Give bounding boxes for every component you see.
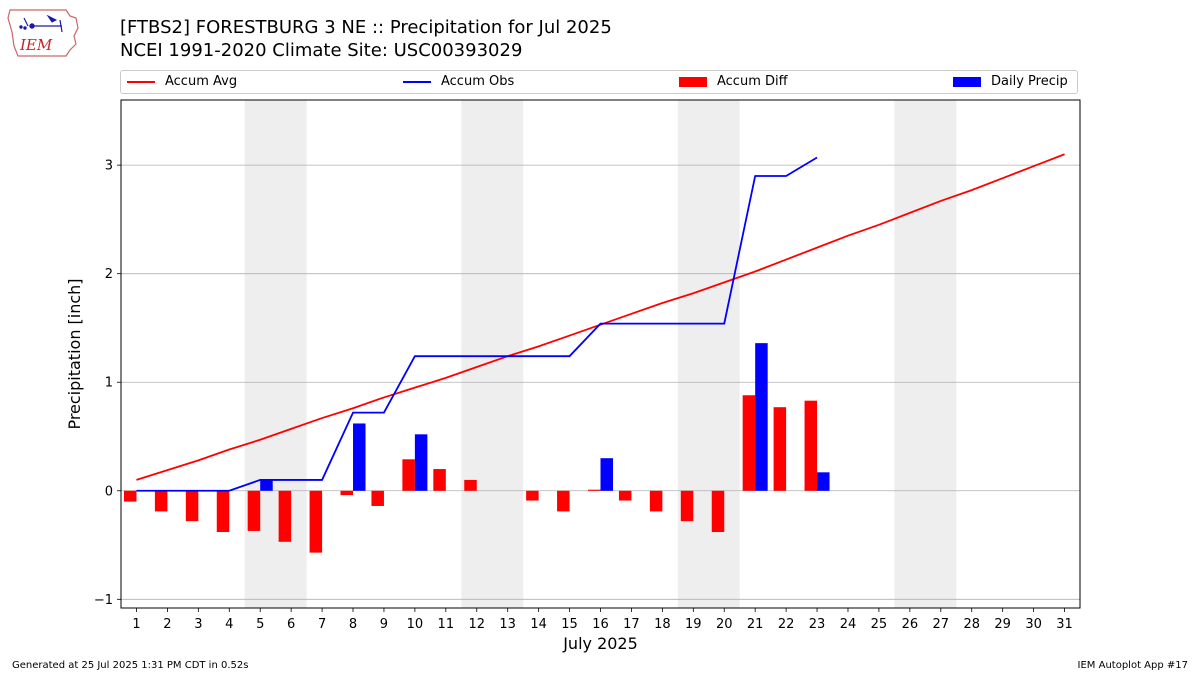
x-tick-label: 13 bbox=[499, 617, 516, 632]
weekend-band-1 bbox=[244, 100, 307, 608]
daily-precip-bar-day-10 bbox=[414, 434, 428, 491]
accum-diff-bar-day-1 bbox=[123, 490, 137, 502]
footer-generated-text: Generated at 25 Jul 2025 1:31 PM CDT in … bbox=[12, 660, 249, 671]
y-tick-label: 1 bbox=[105, 376, 113, 391]
accum-diff-bar-day-6 bbox=[278, 490, 292, 542]
legend-item-accum-diff: Accum Diff bbox=[679, 74, 788, 89]
legend-swatch-daily-precip bbox=[953, 76, 981, 87]
weather-station-icon bbox=[19, 14, 63, 33]
y-tick-label: 0 bbox=[105, 484, 113, 499]
iem-logo: IEM bbox=[7, 9, 79, 57]
x-tick-label: 8 bbox=[349, 617, 357, 632]
accum-diff-bar-day-8 bbox=[340, 490, 354, 496]
accum-diff-bar-day-5 bbox=[247, 490, 261, 531]
legend-label-accum-diff: Accum Diff bbox=[717, 74, 788, 89]
legend-label-accum-avg: Accum Avg bbox=[165, 74, 238, 89]
legend-swatch-accum-avg bbox=[127, 80, 155, 83]
x-tick-label: 1 bbox=[132, 617, 140, 632]
x-tick-label: 31 bbox=[1056, 617, 1073, 632]
chart-title: [FTBS2] FORESTBURG 3 NE :: Precipitation… bbox=[120, 17, 612, 38]
x-tick-label: 24 bbox=[840, 617, 857, 632]
x-tick-label: 11 bbox=[438, 617, 455, 632]
weekend-band-3 bbox=[677, 100, 740, 608]
daily-precip-bar-day-5 bbox=[260, 479, 273, 491]
accum-diff-bar-day-22 bbox=[773, 407, 787, 491]
accum-diff-bar-day-9 bbox=[371, 490, 384, 506]
x-tick-label: 7 bbox=[318, 617, 326, 632]
x-tick-label: 3 bbox=[194, 617, 202, 632]
x-tick-label: 28 bbox=[963, 617, 980, 632]
chart-subtitle: NCEI 1991-2020 Climate Site: USC00393029 bbox=[120, 40, 523, 61]
x-tick-label: 22 bbox=[778, 617, 795, 632]
legend-swatch-accum-diff bbox=[679, 76, 707, 87]
daily-precip-bar-day-21 bbox=[755, 343, 768, 491]
x-tick-label: 4 bbox=[225, 617, 233, 632]
x-tick-label: 26 bbox=[902, 617, 919, 632]
x-tick-label: 20 bbox=[716, 617, 733, 632]
accum-diff-bar-day-10 bbox=[402, 459, 415, 491]
accum-diff-bar-day-7 bbox=[309, 490, 323, 553]
x-tick-label: 30 bbox=[1025, 617, 1042, 632]
legend-swatch-accum-obs bbox=[403, 80, 431, 83]
daily-precip-bar-day-16 bbox=[600, 458, 613, 491]
legend: Accum Avg Accum Obs Accum Diff Daily Pre… bbox=[120, 70, 1078, 94]
daily-precip-bar-day-8 bbox=[353, 423, 366, 491]
accum-diff-bar-day-4 bbox=[216, 490, 230, 533]
x-tick-label: 23 bbox=[809, 617, 826, 632]
x-tick-label: 2 bbox=[163, 617, 171, 632]
x-tick-label: 25 bbox=[871, 617, 888, 632]
x-tick-label: 17 bbox=[623, 617, 640, 632]
x-tick-label: 10 bbox=[407, 617, 424, 632]
x-tick-label: 14 bbox=[530, 617, 547, 632]
accum-diff-bar-day-21 bbox=[742, 395, 756, 491]
legend-item-accum-obs: Accum Obs bbox=[403, 74, 514, 89]
accum-diff-bar-day-17 bbox=[618, 490, 632, 501]
legend-label-accum-obs: Accum Obs bbox=[441, 74, 515, 89]
x-tick-label: 21 bbox=[747, 617, 764, 632]
accum-obs-line bbox=[136, 156, 818, 492]
accum-diff-bar-day-11 bbox=[433, 469, 446, 491]
footer-app-label: IEM Autoplot App #17 bbox=[1077, 660, 1188, 671]
logo-text: IEM bbox=[19, 36, 53, 54]
accum-diff-bar-day-16 bbox=[588, 489, 601, 491]
legend-label-daily-precip: Daily Precip bbox=[991, 74, 1068, 89]
x-tick-label: 19 bbox=[685, 617, 702, 632]
x-tick-label: 29 bbox=[994, 617, 1011, 632]
accum-diff-bar-day-14 bbox=[526, 490, 539, 501]
legend-item-accum-avg: Accum Avg bbox=[127, 74, 237, 89]
y-tick-label: 3 bbox=[105, 159, 113, 174]
y-tick-label: 2 bbox=[105, 267, 113, 282]
accum-diff-bar-day-12 bbox=[464, 479, 477, 491]
x-tick-label: 12 bbox=[468, 617, 485, 632]
x-tick-label: 16 bbox=[592, 617, 609, 632]
daily-precip-bar-day-23 bbox=[817, 472, 830, 491]
accum-diff-bar-day-3 bbox=[185, 490, 199, 522]
accum-diff-bar-day-18 bbox=[649, 490, 663, 512]
x-tick-label: 15 bbox=[561, 617, 578, 632]
accum-diff-bar-day-20 bbox=[711, 490, 725, 533]
legend-item-daily-precip: Daily Precip bbox=[953, 74, 1068, 89]
x-tick-label: 18 bbox=[654, 617, 671, 632]
weekend-band-4 bbox=[894, 100, 957, 608]
x-axis-label: July 2025 bbox=[562, 634, 638, 653]
x-tick-label: 27 bbox=[933, 617, 950, 632]
accum-diff-bar-day-23 bbox=[804, 400, 818, 491]
x-tick-label: 6 bbox=[287, 617, 295, 632]
y-axis-label: Precipitation [inch] bbox=[65, 278, 84, 429]
accum-diff-bar-day-15 bbox=[557, 490, 570, 512]
accum-diff-bar-day-2 bbox=[154, 490, 168, 512]
accum-diff-bar-day-19 bbox=[680, 490, 694, 522]
y-tick-label: −1 bbox=[94, 593, 113, 608]
x-tick-label: 9 bbox=[380, 617, 388, 632]
x-tick-label: 5 bbox=[256, 617, 264, 632]
